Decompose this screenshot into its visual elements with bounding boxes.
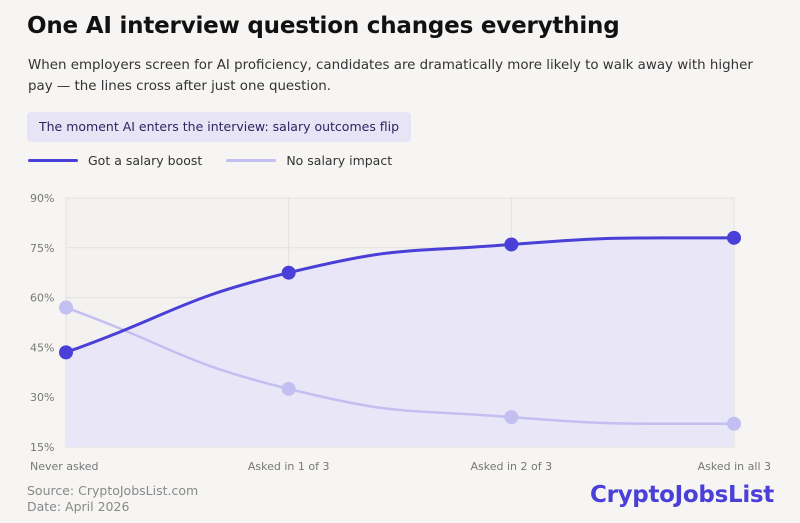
legend-item-none: No salary impact: [226, 153, 392, 168]
chart-legend: Got a salary boost No salary impact: [28, 153, 416, 168]
point-salary-boost-0: [59, 345, 73, 360]
date-text: Date: April 2026: [27, 499, 130, 514]
x-tick-label-3: Asked in all 3: [698, 460, 771, 473]
legend-swatch-boost: [28, 159, 78, 162]
y-tick-label-4: 75%: [30, 242, 54, 255]
point-no-impact-0: [59, 300, 73, 315]
chart-title: One AI interview question changes everyt…: [27, 13, 620, 39]
y-tick-label-2: 45%: [30, 341, 54, 354]
y-tick-label-0: 15%: [30, 441, 54, 454]
source-note: Source: CryptoJobsList.com Date: April 2…: [27, 483, 198, 515]
legend-swatch-none: [226, 159, 277, 162]
point-no-impact-2: [504, 410, 519, 425]
y-tick-label-3: 60%: [30, 292, 54, 305]
callout-badge: The moment AI enters the interview: sala…: [27, 112, 412, 142]
point-salary-boost-3: [727, 230, 741, 245]
brand-logo: CryptoJobsList: [589, 482, 774, 508]
point-salary-boost-1: [281, 265, 296, 280]
y-tick-label-1: 30%: [30, 391, 54, 404]
point-salary-boost-2: [504, 237, 519, 252]
chart-subtitle: When employers screen for AI proficiency…: [28, 58, 753, 94]
legend-item-boost: Got a salary boost: [28, 153, 202, 168]
point-no-impact-1: [281, 381, 296, 396]
source-text: Source: CryptoJobsList.com: [27, 483, 199, 498]
series-line-salary-boost: [64, 236, 736, 354]
x-tick-label-0: Never asked: [30, 460, 99, 473]
x-tick-label-1: Asked in 1 of 3: [248, 460, 330, 473]
legend-label-boost: Got a salary boost: [88, 153, 203, 168]
legend-label-none: No salary impact: [286, 153, 393, 168]
area-salary-boost: [66, 237, 734, 447]
x-tick-label-2: Asked in 2 of 3: [471, 460, 553, 473]
line-chart: 15% 30% 45% 60% 75% 90% Never asked Asked in 1 …: [30, 192, 771, 473]
series-line-no-impact: [64, 306, 736, 426]
point-no-impact-3: [727, 416, 741, 431]
y-tick-label-5: 90%: [30, 192, 54, 205]
